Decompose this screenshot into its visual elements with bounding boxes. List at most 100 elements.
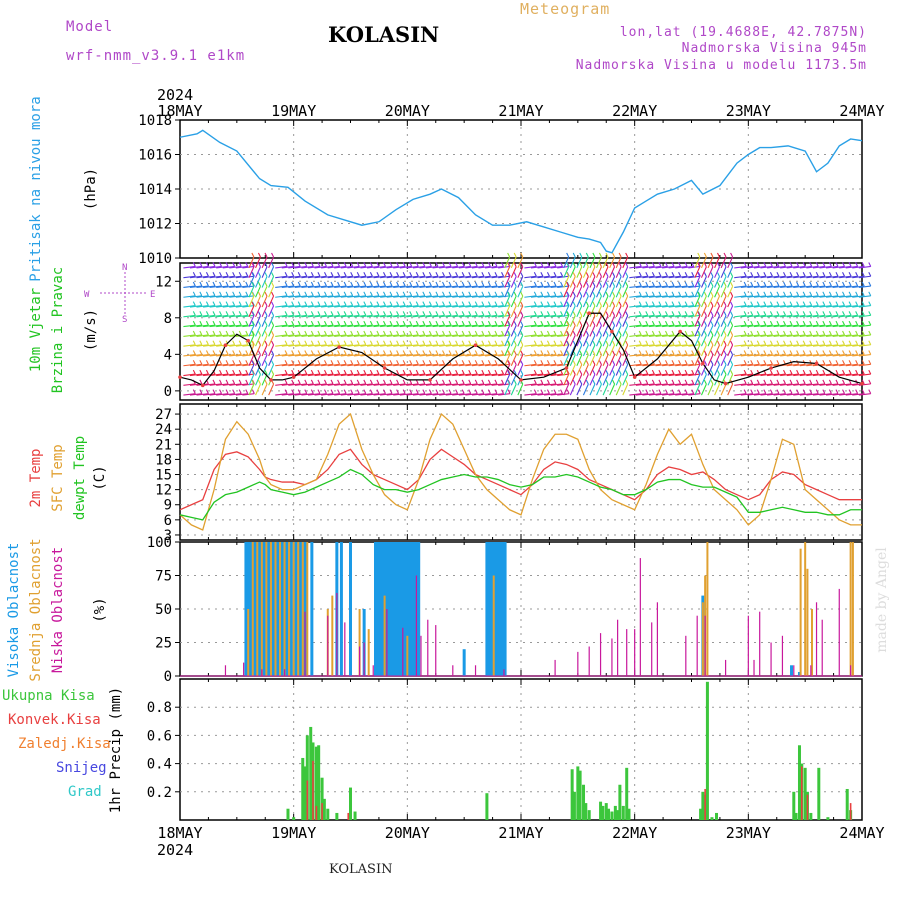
wind-barb-flag [461, 291, 465, 297]
wind-barb [196, 265, 209, 269]
wind-barb-flag [205, 291, 209, 297]
wind-barb [425, 353, 439, 357]
wind-barb [563, 344, 570, 357]
cloud-bar [349, 542, 352, 676]
y-tick-label: 4 [164, 347, 172, 363]
wind-barb-flag [546, 379, 550, 385]
wind-barb [569, 305, 576, 318]
wind-barb [812, 295, 825, 298]
wind-barb [203, 334, 216, 337]
wind-barb [255, 276, 261, 288]
wind-barb [602, 325, 609, 337]
wind-barb [530, 353, 543, 357]
wind-barb [209, 265, 222, 269]
wind-barb [734, 305, 747, 308]
wind-barb [445, 285, 458, 289]
wind-barb [668, 383, 681, 386]
wind-barb [832, 324, 845, 328]
wind-barb-flag [264, 301, 268, 307]
wind-barb-flag [350, 281, 354, 287]
wind-barb [622, 374, 629, 386]
wind-barb [839, 265, 852, 269]
wind-barb [386, 383, 399, 386]
wind-barb-flag [560, 271, 564, 277]
wind-barb [609, 344, 616, 357]
wind-barb [478, 373, 491, 377]
wind-barb [747, 363, 760, 367]
wind-barb-flag [251, 262, 255, 267]
wind-barb-flag [356, 291, 360, 297]
wind-barb [806, 285, 819, 289]
wind-barb-flag [763, 389, 767, 394]
wind-barb [714, 344, 720, 357]
wind-barb-flag [422, 311, 426, 316]
wind-unit-label: (m/s) [83, 309, 99, 351]
wind-barb-flag [337, 281, 341, 287]
wind-barb [727, 374, 734, 386]
wind-barb-flag [323, 262, 327, 267]
wind-barb-flag [848, 301, 852, 306]
wind-barb [747, 285, 760, 289]
wind-barb-flag [415, 262, 419, 267]
temp-unit-label: (C) [92, 465, 108, 490]
wind-barb-flag [383, 271, 386, 277]
wind-barb [261, 256, 268, 269]
wind-barb-flag [468, 369, 472, 375]
wind-barb-flag [474, 360, 478, 365]
wind-barb-flag [415, 330, 419, 336]
wind-barb [340, 383, 353, 386]
wind-barb-flag [520, 350, 524, 356]
wind-barb [366, 383, 380, 386]
wind-barb [183, 383, 196, 386]
wind-barb [504, 383, 511, 396]
precip-bar [618, 784, 622, 820]
wind-barb [720, 295, 727, 308]
wind-barb-flag [723, 370, 727, 375]
wind-barb-flag [245, 281, 249, 287]
wind-barb-flag [730, 340, 734, 346]
wind-barb-flag [585, 321, 589, 326]
wind-barb [498, 344, 511, 347]
wind-barb-flag [566, 370, 570, 375]
wind-barb-flag [664, 301, 668, 306]
wind-barb [242, 314, 255, 318]
wind-barb [281, 383, 294, 386]
wind-barb [294, 314, 307, 318]
wind-barb-flag [703, 350, 707, 356]
wind-barb [373, 324, 386, 328]
wind-barb [498, 353, 511, 357]
wind-barb [203, 383, 216, 386]
wind-barb-flag [553, 360, 557, 365]
wind-barb [537, 265, 550, 269]
wind-barb-flag [645, 379, 649, 385]
wind-barb [275, 305, 288, 308]
wind-barb-flag [868, 360, 872, 365]
wind-barb [845, 383, 858, 386]
wind-barb-flag [671, 389, 675, 394]
wind-barb [393, 383, 406, 386]
wind-barb-flag [219, 369, 223, 375]
cloud-bar [298, 542, 302, 676]
cloud-bar [374, 542, 378, 676]
wind-barb [510, 256, 517, 269]
wind-barb-flag [257, 301, 261, 307]
wind-barb-flag [802, 330, 806, 336]
wind-barb-flag [363, 369, 367, 375]
wind-barb-flag [396, 340, 400, 345]
wind-barb-flag [219, 320, 223, 326]
wind-barb [327, 295, 340, 298]
wind-barb-flag [264, 360, 268, 365]
cloud-bar [256, 542, 259, 676]
wind-barb-flag [297, 340, 301, 345]
wind-barb-flag [271, 370, 275, 375]
wind-barb [734, 285, 747, 289]
wind-barb [596, 256, 602, 269]
wind-barb-flag [257, 282, 261, 287]
wind-barb [675, 344, 688, 347]
wind-barb-flag [264, 282, 268, 287]
wind-barb [307, 285, 320, 289]
wind-barb [615, 266, 622, 278]
wind-barb [747, 353, 760, 357]
wind-barb-flag [383, 320, 386, 326]
wind-barb-flag [402, 369, 406, 375]
